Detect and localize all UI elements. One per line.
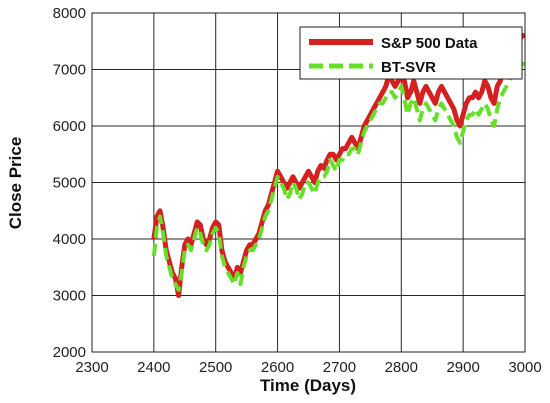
series-layer	[151, 33, 525, 298]
series-line-bt-svr	[151, 61, 525, 292]
legend-label-sp500: S&P 500 Data	[381, 35, 478, 52]
x-tick-label-2400: 2400	[137, 359, 170, 376]
x-tick-label-2700: 2700	[323, 359, 356, 376]
y-axis-label: Close Price	[6, 137, 25, 230]
y-tick-label-8000: 8000	[53, 5, 86, 22]
x-tick-label-2500: 2500	[199, 359, 232, 376]
x-tick-label-2800: 2800	[385, 359, 418, 376]
legend-box	[299, 26, 523, 80]
y-tick-label-5000: 5000	[53, 175, 86, 192]
y-tick-label-2000: 2000	[53, 344, 86, 361]
x-tick-label-3000: 3000	[508, 359, 541, 376]
x-axis-label: Time (Days)	[260, 376, 356, 395]
x-tick-label-2300: 2300	[75, 359, 108, 376]
y-tick-label-6000: 6000	[53, 118, 86, 135]
x-tick-label-2600: 2600	[261, 359, 294, 376]
legend-label-bt-svr: BT-SVR	[381, 59, 436, 76]
x-tick-label-2900: 2900	[446, 359, 479, 376]
axis-ticks: 2300 2400 2500 2600 2700 2800 2900 3000 2000 3000…	[53, 5, 542, 376]
series-line-sp500	[151, 33, 525, 298]
legend: S&P 500 Data BT-SVR	[299, 26, 523, 80]
y-tick-label-3000: 3000	[53, 288, 86, 305]
y-tick-label-7000: 7000	[53, 62, 86, 79]
y-tick-label-4000: 4000	[53, 231, 86, 248]
plot-frame	[91, 12, 526, 353]
